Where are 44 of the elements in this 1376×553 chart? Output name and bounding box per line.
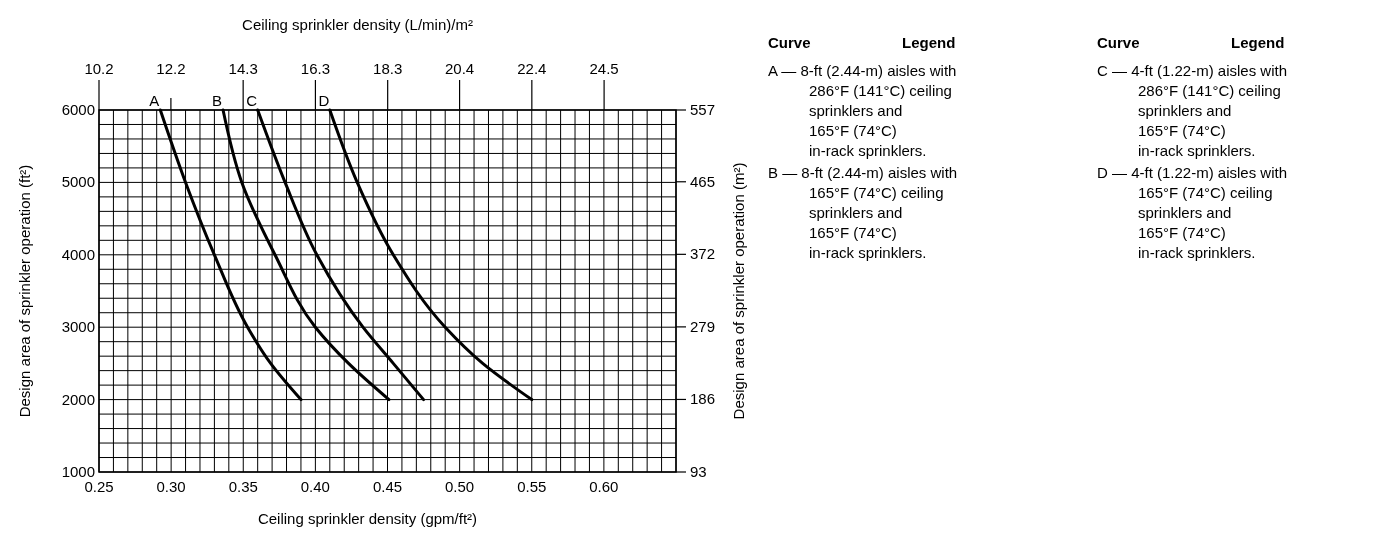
y2-tick-label: 279 <box>690 317 716 335</box>
text: B — 8-ft (2.44-m) aisles with 165°F (74°C) ceiling sprinklers and 165°F (74°C) in-rack sprinklers. <box>768 164 958 261</box>
x2-tick-label: 24.5 <box>589 60 619 77</box>
y-tick-label: 4000 <box>61 245 95 263</box>
x2-tick-label: 12.2 <box>156 60 186 77</box>
y-tick-label: 6000 <box>61 101 95 118</box>
x-tick-label: 0.50 <box>445 478 475 495</box>
series-label: A <box>149 92 160 109</box>
y-tick-label: 3000 <box>61 318 95 336</box>
y2-tick-label: 557 <box>690 101 716 118</box>
y2-tick-label: 465 <box>690 172 716 190</box>
text: Curve <box>1097 34 1140 51</box>
x2-tick-label: 22.4 <box>517 60 547 77</box>
x2-tick-label: 14.3 <box>228 60 258 77</box>
series-label: B <box>212 92 223 109</box>
legend-label: D <box>318 92 330 109</box>
y2-tick-label: 93 <box>690 463 707 480</box>
y-tick-label: 5000 <box>61 173 95 191</box>
text: A — 8-ft (2.44-m) aisles with 286°F (141°C) ceiling sprinklers and 165°F (74°C) in-rack sprinklers. <box>768 62 957 159</box>
text: Legend <box>902 34 956 51</box>
x-tick-label: 0.55 <box>517 478 547 495</box>
x-tick-label: 0.35 <box>228 478 258 495</box>
legend-label: C <box>246 92 258 109</box>
y-tick-label: 1000 <box>61 463 95 480</box>
x2-tick-label: 20.4 <box>444 60 475 77</box>
x-tick-label: 0.30 <box>156 478 186 495</box>
x-tick-label: 0.40 <box>300 478 330 495</box>
text: Legend <box>1231 34 1285 51</box>
y2-tick-label: 186 <box>690 390 716 408</box>
text: D — 4-ft (1.22-m) aisles with 165°F (74°C) ceiling sprinklers and 165°F (74°C) in-rack sprinklers. <box>1097 164 1288 261</box>
y-axis-title: Design area of sprinkler operation (ft²) <box>16 164 33 418</box>
x-tick-label: 0.25 <box>84 478 114 495</box>
x2-tick-label: 16.3 <box>300 60 331 77</box>
x2-tick-label: 18.3 <box>373 60 403 77</box>
x-tick-label: 0.45 <box>372 478 403 495</box>
text: Curve <box>768 34 811 51</box>
x-tick-label: 0.60 <box>589 478 619 495</box>
y2-axis-title: Design area of sprinkler operation (m²) <box>730 162 747 420</box>
x2-tick-label: 10.2 <box>84 60 114 77</box>
y2-tick-label: 372 <box>690 245 716 263</box>
x-axis-title: Ceiling sprinkler density (gpm/ft²) <box>257 510 478 527</box>
text: C — 4-ft (1.22-m) aisles with 286°F (141°C) ceiling sprinklers and 165°F (74°C) in-rack sprinklers. <box>1097 62 1288 159</box>
x2-axis-title: Ceiling sprinkler density (L/min)/m² <box>242 16 473 33</box>
y-tick-label: 2000 <box>61 390 95 408</box>
